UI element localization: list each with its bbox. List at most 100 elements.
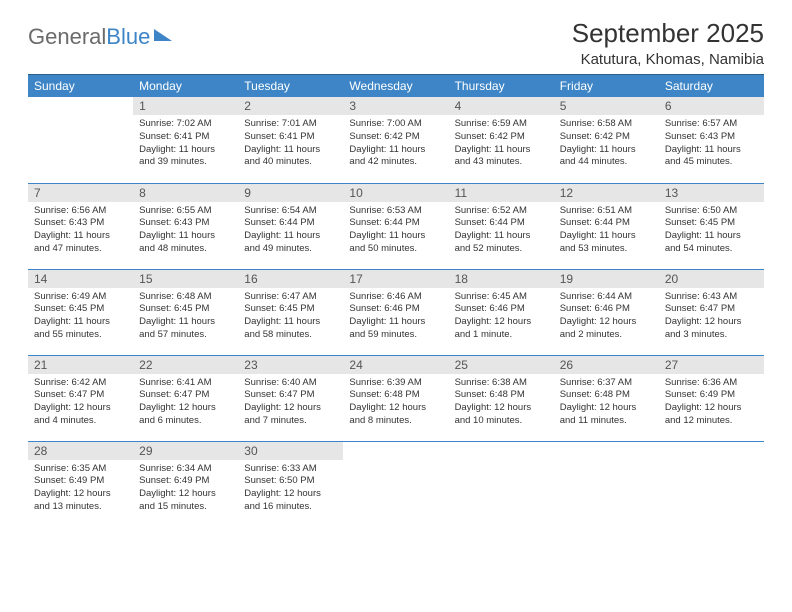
daylight-text: Daylight: 11 hours and 50 minutes. [349,230,442,256]
sunset-text: Sunset: 6:44 PM [455,217,548,230]
day-number: 11 [449,184,554,202]
daylight-text: Daylight: 12 hours and 8 minutes. [349,402,442,428]
day-number: 25 [449,356,554,374]
sunset-text: Sunset: 6:48 PM [349,389,442,402]
daylight-text: Daylight: 11 hours and 42 minutes. [349,144,442,170]
calendar-day-cell: 5Sunrise: 6:58 AMSunset: 6:42 PMDaylight… [554,97,659,183]
day-details: Sunrise: 6:54 AMSunset: 6:44 PMDaylight:… [238,202,343,260]
day-details: Sunrise: 6:37 AMSunset: 6:48 PMDaylight:… [554,374,659,432]
calendar-day-cell: 10Sunrise: 6:53 AMSunset: 6:44 PMDayligh… [343,183,448,269]
sunset-text: Sunset: 6:47 PM [34,389,127,402]
day-number: 27 [659,356,764,374]
day-number: 6 [659,97,764,115]
day-number: 21 [28,356,133,374]
calendar-day-cell: 13Sunrise: 6:50 AMSunset: 6:45 PMDayligh… [659,183,764,269]
sunrise-text: Sunrise: 6:36 AM [665,377,758,390]
sunset-text: Sunset: 6:43 PM [139,217,232,230]
sunrise-text: Sunrise: 6:57 AM [665,118,758,131]
day-number: 30 [238,442,343,460]
calendar-week-row: 7Sunrise: 6:56 AMSunset: 6:43 PMDaylight… [28,183,764,269]
sunrise-text: Sunrise: 7:01 AM [244,118,337,131]
day-details: Sunrise: 6:52 AMSunset: 6:44 PMDaylight:… [449,202,554,260]
location-text: Katutura, Khomas, Namibia [572,51,764,68]
sunrise-text: Sunrise: 6:49 AM [34,291,127,304]
sunset-text: Sunset: 6:42 PM [455,131,548,144]
sunset-text: Sunset: 6:41 PM [244,131,337,144]
daylight-text: Daylight: 12 hours and 11 minutes. [560,402,653,428]
sunset-text: Sunset: 6:48 PM [560,389,653,402]
day-number: 22 [133,356,238,374]
sunset-text: Sunset: 6:44 PM [244,217,337,230]
daylight-text: Daylight: 12 hours and 15 minutes. [139,488,232,514]
daylight-text: Daylight: 11 hours and 39 minutes. [139,144,232,170]
calendar-day-cell [659,441,764,527]
calendar-day-cell: 16Sunrise: 6:47 AMSunset: 6:45 PMDayligh… [238,269,343,355]
sunrise-text: Sunrise: 6:44 AM [560,291,653,304]
sunrise-text: Sunrise: 6:55 AM [139,205,232,218]
sunrise-text: Sunrise: 6:48 AM [139,291,232,304]
calendar-day-cell: 20Sunrise: 6:43 AMSunset: 6:47 PMDayligh… [659,269,764,355]
day-details: Sunrise: 6:47 AMSunset: 6:45 PMDaylight:… [238,288,343,346]
day-number: 23 [238,356,343,374]
sunset-text: Sunset: 6:43 PM [34,217,127,230]
calendar-day-cell: 26Sunrise: 6:37 AMSunset: 6:48 PMDayligh… [554,355,659,441]
sunset-text: Sunset: 6:46 PM [349,303,442,316]
title-block: September 2025 Katutura, Khomas, Namibia [572,18,764,68]
calendar-day-cell [449,441,554,527]
day-number: 2 [238,97,343,115]
daylight-text: Daylight: 12 hours and 1 minute. [455,316,548,342]
calendar-day-cell: 17Sunrise: 6:46 AMSunset: 6:46 PMDayligh… [343,269,448,355]
daylight-text: Daylight: 11 hours and 52 minutes. [455,230,548,256]
logo: GeneralBlue [28,18,172,50]
day-details: Sunrise: 7:00 AMSunset: 6:42 PMDaylight:… [343,115,448,173]
calendar-day-cell [28,97,133,183]
day-details: Sunrise: 6:48 AMSunset: 6:45 PMDaylight:… [133,288,238,346]
day-details: Sunrise: 6:36 AMSunset: 6:49 PMDaylight:… [659,374,764,432]
day-number: 4 [449,97,554,115]
sunrise-text: Sunrise: 6:35 AM [34,463,127,476]
day-details: Sunrise: 6:42 AMSunset: 6:47 PMDaylight:… [28,374,133,432]
day-number: 9 [238,184,343,202]
sunrise-text: Sunrise: 6:39 AM [349,377,442,390]
calendar-page: GeneralBlue September 2025 Katutura, Kho… [0,0,792,545]
calendar-table: Sunday Monday Tuesday Wednesday Thursday… [28,74,764,527]
day-details: Sunrise: 6:50 AMSunset: 6:45 PMDaylight:… [659,202,764,260]
day-details: Sunrise: 6:57 AMSunset: 6:43 PMDaylight:… [659,115,764,173]
day-details: Sunrise: 6:33 AMSunset: 6:50 PMDaylight:… [238,460,343,518]
sunset-text: Sunset: 6:45 PM [665,217,758,230]
day-details: Sunrise: 7:02 AMSunset: 6:41 PMDaylight:… [133,115,238,173]
day-details: Sunrise: 6:41 AMSunset: 6:47 PMDaylight:… [133,374,238,432]
calendar-week-row: 1Sunrise: 7:02 AMSunset: 6:41 PMDaylight… [28,97,764,183]
day-details: Sunrise: 6:46 AMSunset: 6:46 PMDaylight:… [343,288,448,346]
day-number: 29 [133,442,238,460]
day-details: Sunrise: 6:49 AMSunset: 6:45 PMDaylight:… [28,288,133,346]
header: GeneralBlue September 2025 Katutura, Kho… [28,18,764,68]
weekday-header: Monday [133,75,238,98]
day-number: 3 [343,97,448,115]
weekday-header: Saturday [659,75,764,98]
sunrise-text: Sunrise: 6:58 AM [560,118,653,131]
calendar-day-cell: 4Sunrise: 6:59 AMSunset: 6:42 PMDaylight… [449,97,554,183]
sunrise-text: Sunrise: 6:42 AM [34,377,127,390]
daylight-text: Daylight: 11 hours and 53 minutes. [560,230,653,256]
calendar-day-cell: 30Sunrise: 6:33 AMSunset: 6:50 PMDayligh… [238,441,343,527]
day-details: Sunrise: 6:45 AMSunset: 6:46 PMDaylight:… [449,288,554,346]
calendar-day-cell: 23Sunrise: 6:40 AMSunset: 6:47 PMDayligh… [238,355,343,441]
sunrise-text: Sunrise: 6:54 AM [244,205,337,218]
day-number: 15 [133,270,238,288]
sunrise-text: Sunrise: 6:46 AM [349,291,442,304]
sunset-text: Sunset: 6:42 PM [560,131,653,144]
day-number: 5 [554,97,659,115]
sunrise-text: Sunrise: 6:40 AM [244,377,337,390]
day-number: 28 [28,442,133,460]
day-details: Sunrise: 6:55 AMSunset: 6:43 PMDaylight:… [133,202,238,260]
day-details: Sunrise: 6:53 AMSunset: 6:44 PMDaylight:… [343,202,448,260]
weekday-header: Friday [554,75,659,98]
day-details: Sunrise: 6:38 AMSunset: 6:48 PMDaylight:… [449,374,554,432]
daylight-text: Daylight: 12 hours and 3 minutes. [665,316,758,342]
sunset-text: Sunset: 6:47 PM [139,389,232,402]
sunset-text: Sunset: 6:46 PM [455,303,548,316]
sunrise-text: Sunrise: 6:53 AM [349,205,442,218]
sunrise-text: Sunrise: 6:47 AM [244,291,337,304]
sunset-text: Sunset: 6:44 PM [560,217,653,230]
